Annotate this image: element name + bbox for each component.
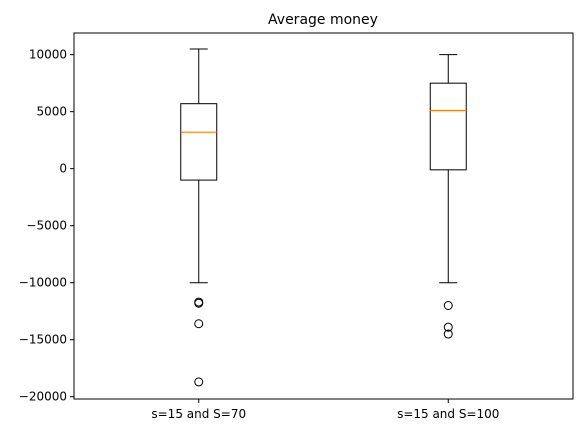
- outlier-point: [443, 322, 453, 332]
- outlier-point: [443, 329, 453, 339]
- chart-title: Average money: [268, 12, 378, 28]
- y-tick-label: 5000: [36, 105, 67, 119]
- outlier-point: [194, 298, 204, 308]
- x-tick-label: s=15 and S=100: [397, 407, 499, 421]
- y-tick-label: −10000: [19, 276, 67, 290]
- x-axis: s=15 and S=70 s=15 and S=100: [151, 399, 499, 421]
- outlier-point: [443, 301, 453, 311]
- y-tick-label: −15000: [19, 333, 67, 347]
- y-tick-label: −5000: [26, 219, 67, 233]
- y-tick-label: −20000: [19, 390, 67, 404]
- y-tick-label: 0: [59, 162, 67, 176]
- iqr-box: [429, 82, 467, 171]
- y-tick-label: 10000: [29, 48, 67, 62]
- x-tick-label: s=15 and S=70: [151, 407, 246, 421]
- box-group: [429, 54, 467, 339]
- iqr-box: [180, 103, 218, 181]
- outlier-point: [194, 377, 204, 387]
- outlier-point: [194, 319, 204, 329]
- plot-area-frame: [73, 32, 574, 400]
- box-series: [180, 48, 467, 387]
- box-group: [180, 48, 218, 387]
- y-axis: 10000 5000 0 −5000 −10000 −15000 −20000: [19, 48, 74, 404]
